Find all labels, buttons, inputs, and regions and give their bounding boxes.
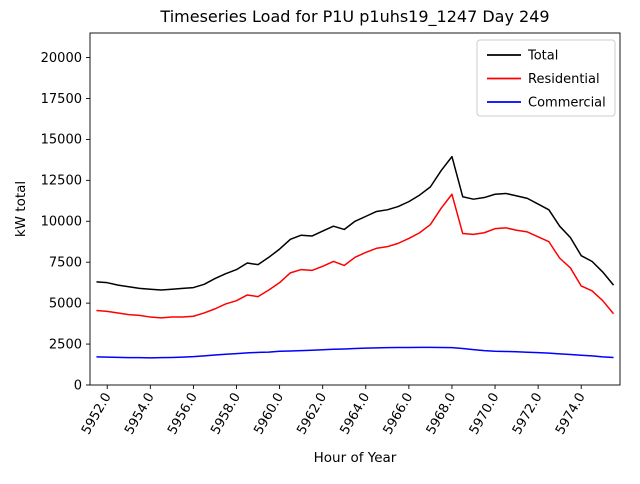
y-tick-label: 10000 (41, 215, 82, 230)
legend-box (476, 39, 616, 117)
y-tick-label: 15000 (41, 133, 82, 148)
x-tick-label: 5968.0 (424, 391, 460, 438)
x-tick-label: 5962.0 (294, 391, 330, 438)
x-tick-label: 5974.0 (553, 391, 589, 438)
chart-title: Timeseries Load for P1U p1uhs19_1247 Day… (159, 7, 549, 27)
x-tick-label: 5956.0 (165, 391, 201, 438)
series-line-total (96, 155, 615, 291)
axes-spines (89, 32, 621, 386)
legend: Total Residential Commercial (476, 39, 616, 117)
y-tick-label: 12500 (41, 174, 82, 189)
series-layer (96, 155, 615, 359)
y-tick-label: 2500 (49, 337, 82, 352)
x-tick-label: 5958.0 (208, 391, 244, 438)
y-tick-label: 0 (74, 378, 82, 393)
x-tick-label: 5972.0 (510, 391, 546, 438)
legend-label-commercial: Commercial (528, 95, 606, 110)
y-tick-label: 7500 (49, 255, 82, 270)
x-tick-label: 5954.0 (122, 391, 158, 438)
y-tick-label: 17500 (41, 92, 82, 107)
y-axis-label: kW total (13, 181, 29, 237)
x-tick-label: 5966.0 (381, 391, 417, 438)
series-line-commercial (96, 346, 614, 359)
x-tick-label: 5970.0 (467, 391, 503, 438)
legend-label-residential: Residential (528, 72, 600, 87)
y-tick-label: 5000 (49, 296, 82, 311)
series-line-residential (96, 193, 615, 319)
y-tick-label: 20000 (41, 51, 82, 66)
x-tick-label: 5952.0 (79, 391, 115, 438)
legend-label-total: Total (527, 48, 558, 63)
x-axis-label: Hour of Year (314, 450, 397, 466)
x-tick-label: 5960.0 (251, 391, 287, 438)
x-tick-label: 5964.0 (337, 391, 373, 438)
